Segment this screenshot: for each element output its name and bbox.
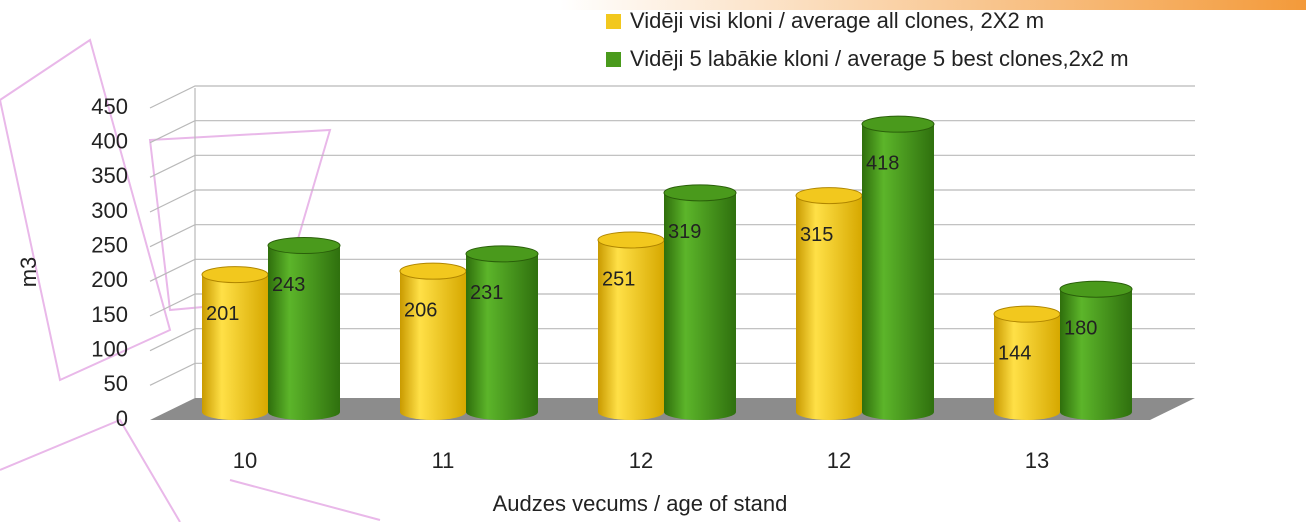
- bar: [1059, 280, 1133, 420]
- y-tick-label: 150: [91, 302, 128, 327]
- bar-cap: [465, 245, 539, 263]
- bar: [465, 245, 539, 420]
- bar-cap: [993, 305, 1061, 323]
- data-label: 315: [800, 224, 833, 246]
- bar: [795, 187, 863, 420]
- bar-body: [664, 192, 736, 412]
- bar-bottom: [994, 404, 1060, 420]
- x-tick-label: 11: [432, 448, 455, 473]
- bar-body: [796, 195, 862, 412]
- bar: [267, 237, 341, 420]
- bar-cap: [597, 231, 665, 249]
- bar-body: [598, 239, 664, 412]
- bar: [663, 184, 737, 420]
- bar-bottom: [400, 404, 466, 420]
- grid-line: [149, 154, 1195, 178]
- grid-line: [149, 189, 1195, 213]
- bar-cap: [861, 115, 935, 133]
- y-tick-label: 300: [91, 198, 128, 223]
- bar-body: [466, 253, 538, 412]
- bar-cap: [399, 262, 467, 280]
- bar-bottom: [862, 404, 934, 420]
- data-label: 144: [998, 342, 1031, 364]
- bar-cap: [663, 184, 737, 202]
- bar-body: [268, 245, 340, 412]
- data-label: 231: [470, 282, 503, 304]
- top-stripe: [560, 0, 1306, 10]
- bar-bottom: [268, 404, 340, 420]
- y-tick-label: 200: [91, 267, 128, 292]
- legend-label: Vidēji 5 labākie kloni / average 5 best …: [630, 46, 1129, 71]
- y-tick-label: 400: [91, 128, 128, 153]
- x-tick-label: 12: [629, 448, 653, 473]
- bar-body: [862, 124, 934, 412]
- y-tick-label: 450: [91, 94, 128, 119]
- y-axis-title: m3: [16, 257, 41, 288]
- bar: [597, 231, 665, 420]
- bar-cap: [795, 187, 863, 205]
- grid-line: [149, 85, 1195, 109]
- bar: [201, 266, 269, 420]
- y-tick-label: 100: [91, 336, 128, 361]
- data-label: 180: [1064, 317, 1097, 339]
- data-label: 251: [602, 268, 635, 290]
- y-tick-label: 350: [91, 163, 128, 188]
- bar: [399, 262, 467, 420]
- bar-bottom: [202, 404, 268, 420]
- bar-body: [202, 274, 268, 412]
- data-label: 418: [866, 152, 899, 174]
- bar-bottom: [664, 404, 736, 420]
- bar-body: [400, 271, 466, 412]
- y-tick-label: 0: [116, 406, 128, 431]
- x-axis-title: Audzes vecums / age of stand: [493, 491, 788, 516]
- bar: [861, 115, 935, 420]
- legend-label: Vidēji visi kloni / average all clones, …: [630, 8, 1044, 33]
- bar: [993, 305, 1061, 420]
- x-tick-label: 10: [233, 448, 257, 473]
- bar-body: [1060, 289, 1132, 412]
- data-label: 206: [404, 299, 437, 321]
- data-label: 201: [206, 303, 239, 325]
- bar-body: [994, 314, 1060, 412]
- bar-cap: [267, 237, 341, 255]
- grid-line: [149, 120, 1195, 144]
- y-tick-label: 250: [91, 232, 128, 257]
- bar-cap: [1059, 280, 1133, 298]
- bar-cap: [201, 266, 269, 284]
- legend-swatch: [606, 52, 621, 67]
- bar-bottom: [466, 404, 538, 420]
- bar-bottom: [796, 404, 862, 420]
- legend-swatch: [606, 14, 621, 29]
- data-label: 243: [272, 274, 305, 296]
- x-tick-label: 13: [1025, 448, 1049, 473]
- data-label: 319: [668, 221, 701, 243]
- bar-bottom: [1060, 404, 1132, 420]
- y-tick-label: 50: [104, 371, 128, 396]
- bar-bottom: [598, 404, 664, 420]
- x-tick-label: 12: [827, 448, 851, 473]
